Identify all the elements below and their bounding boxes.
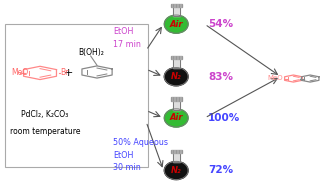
Text: B(OH)₂: B(OH)₂: [78, 48, 104, 57]
Bar: [170, 150, 182, 153]
Bar: [173, 153, 179, 162]
FancyBboxPatch shape: [5, 24, 148, 167]
Bar: [170, 56, 182, 59]
Bar: [170, 4, 182, 7]
Text: N₂: N₂: [171, 166, 181, 175]
Ellipse shape: [164, 67, 188, 86]
Ellipse shape: [164, 15, 188, 33]
Bar: [173, 153, 179, 162]
Bar: [173, 59, 179, 68]
Bar: [173, 59, 179, 68]
Text: 83%: 83%: [208, 72, 233, 82]
Text: +: +: [64, 68, 73, 78]
Bar: [173, 101, 179, 110]
Text: Air: Air: [169, 20, 183, 29]
Text: 72%: 72%: [208, 166, 233, 175]
Text: Air: Air: [169, 113, 183, 122]
Bar: [173, 101, 179, 110]
Bar: [170, 97, 182, 101]
Text: MeO: MeO: [267, 75, 283, 81]
Text: MeO: MeO: [12, 68, 29, 77]
Text: 54%: 54%: [208, 19, 233, 29]
Text: 50% Aqueous
EtOH
30 min: 50% Aqueous EtOH 30 min: [113, 139, 168, 173]
Text: Br: Br: [60, 68, 68, 77]
Ellipse shape: [164, 109, 188, 127]
Bar: [173, 7, 179, 16]
Text: room temperature: room temperature: [10, 127, 80, 136]
Text: N₂: N₂: [171, 72, 181, 81]
Text: 100%: 100%: [208, 113, 240, 123]
Ellipse shape: [164, 161, 188, 180]
Text: PdCl₂, K₂CO₃: PdCl₂, K₂CO₃: [21, 110, 68, 119]
Text: EtOH
17 min: EtOH 17 min: [113, 27, 141, 49]
Bar: [173, 7, 179, 16]
